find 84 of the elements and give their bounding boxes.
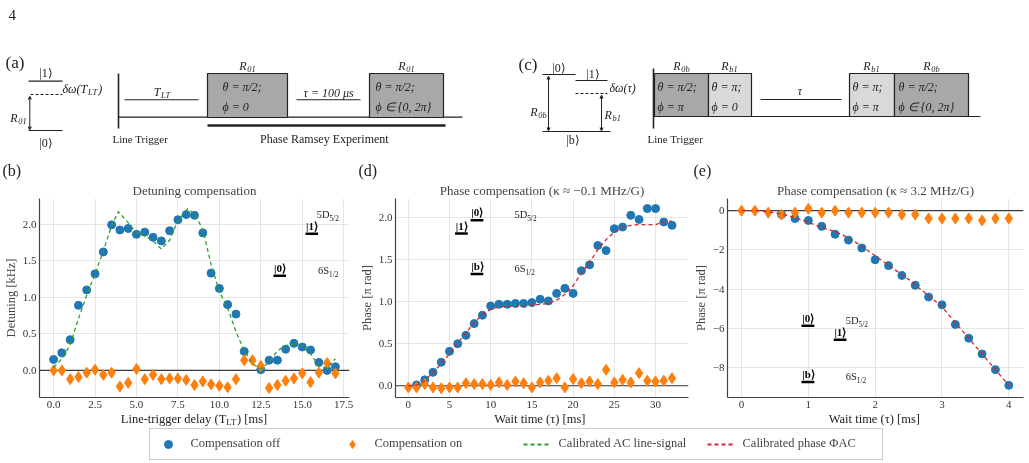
chart-title: Detuning compensation bbox=[132, 183, 257, 198]
text: 4 bbox=[8, 6, 17, 23]
text: τ = 100 μs bbox=[303, 85, 354, 100]
x-tick-label: 1 bbox=[805, 397, 812, 410]
annotation: |1⟩ bbox=[455, 219, 468, 232]
text: θ = π/2; bbox=[375, 79, 415, 94]
y-tick-label: 1.0 bbox=[378, 295, 393, 308]
text: θ = π; bbox=[711, 79, 742, 94]
text: ϕ ∈ {0, 2π} bbox=[898, 99, 955, 114]
x-tick-label: 4 bbox=[1006, 397, 1013, 410]
annotation: |b⟩ bbox=[471, 259, 484, 272]
x-tick-label: 0 bbox=[405, 397, 412, 410]
y-tick-label: 2.0 bbox=[378, 211, 393, 224]
y-tick-label: 1.5 bbox=[22, 254, 37, 267]
text: (b) bbox=[2, 162, 22, 180]
y-axis-title: Phase [π rad] bbox=[359, 264, 374, 331]
y-tick-label: 0.0 bbox=[378, 379, 393, 392]
x-tick-label: 3 bbox=[939, 397, 946, 410]
text: τ bbox=[797, 83, 803, 98]
legend-label: Compensation off bbox=[190, 435, 282, 452]
text: (d) bbox=[358, 162, 378, 180]
legend-label: Compensation on bbox=[374, 435, 464, 452]
text: (c) bbox=[518, 55, 538, 74]
chart-title: Phase compensation (κ ≈ −0.1 MHz/G) bbox=[439, 183, 645, 198]
y-tick-label: 0.0 bbox=[22, 363, 37, 376]
x-tick-label: 5.0 bbox=[129, 397, 144, 410]
x-tick-label: 10 bbox=[485, 397, 497, 410]
text: |1⟩ bbox=[39, 65, 53, 80]
annotation: |1⟩ bbox=[306, 219, 319, 232]
text: (e) bbox=[693, 162, 712, 180]
x-axis-title: Wait time (τ) [ms] bbox=[494, 411, 586, 426]
y-tick-label: −6 bbox=[712, 321, 725, 334]
text: Phase Ramsey Experiment bbox=[260, 131, 390, 146]
x-tick-label: 2 bbox=[872, 397, 878, 410]
legend-label: Calibrated phase ΦAC bbox=[742, 435, 857, 452]
text: |0⟩ bbox=[39, 135, 53, 150]
y-tick-label: −8 bbox=[712, 361, 725, 374]
y-tick-label: 1.0 bbox=[22, 290, 37, 303]
x-tick-label: 30 bbox=[650, 397, 662, 410]
x-tick-label: 0.0 bbox=[46, 397, 61, 410]
x-tick-label: 5 bbox=[446, 397, 453, 410]
x-tick-label: 15 bbox=[526, 397, 538, 410]
x-tick-label: 7.5 bbox=[171, 397, 186, 410]
y-tick-label: 2.0 bbox=[22, 217, 37, 230]
x-tick-label: 12.5 bbox=[251, 397, 271, 410]
y-tick-label: 0.5 bbox=[22, 327, 37, 340]
annotation: |1⟩ bbox=[834, 325, 847, 338]
y-tick-label: 0 bbox=[719, 204, 725, 217]
text: |b⟩ bbox=[566, 132, 580, 147]
y-tick-label: 0.5 bbox=[378, 337, 393, 350]
y-tick-label: −4 bbox=[712, 282, 725, 295]
text: ϕ = π bbox=[852, 99, 880, 114]
y-axis-title: Phase [π rad] bbox=[693, 264, 708, 331]
x-tick-label: 15.0 bbox=[292, 397, 313, 410]
text: θ = π; bbox=[852, 79, 883, 94]
annotation: |b⟩ bbox=[802, 368, 815, 381]
text: ϕ = 0 bbox=[222, 99, 249, 114]
annotation: |0⟩ bbox=[471, 206, 484, 219]
x-tick-label: 17.5 bbox=[334, 397, 354, 410]
x-tick-label: 2.5 bbox=[88, 397, 103, 410]
y-tick-label: −2 bbox=[712, 243, 725, 256]
chart-title: Phase compensation (κ ≈ 3.2 MHz/G) bbox=[776, 183, 975, 198]
text: θ = π/2; bbox=[898, 79, 938, 94]
legend-label: Calibrated AC line-signal bbox=[558, 435, 688, 452]
text: (a) bbox=[5, 53, 25, 72]
text: δω(τ) bbox=[609, 80, 636, 95]
text: |1⟩ bbox=[586, 66, 600, 81]
text: ϕ ∈ {0, 2π} bbox=[375, 99, 432, 114]
text: θ = π/2; bbox=[222, 79, 262, 94]
y-tick-label: 1.5 bbox=[378, 253, 393, 266]
text: ϕ = π bbox=[657, 99, 685, 114]
x-tick-label: 10.0 bbox=[209, 397, 230, 410]
text: |0⟩ bbox=[552, 60, 566, 75]
text: Line Trigger bbox=[647, 132, 704, 145]
y-axis-title: Detuning [kHz] bbox=[3, 258, 18, 338]
x-tick-label: 20 bbox=[567, 397, 580, 410]
text: ϕ = 0 bbox=[711, 99, 738, 114]
x-tick-label: 25 bbox=[608, 397, 621, 410]
text: θ = π/2; bbox=[657, 79, 697, 94]
annotation: |0⟩ bbox=[802, 311, 815, 324]
x-tick-label: 0 bbox=[738, 397, 745, 410]
x-axis-title: Wait time (τ) [ms] bbox=[828, 411, 920, 426]
text: Line Trigger bbox=[112, 132, 169, 145]
annotation: |0⟩ bbox=[274, 261, 287, 274]
